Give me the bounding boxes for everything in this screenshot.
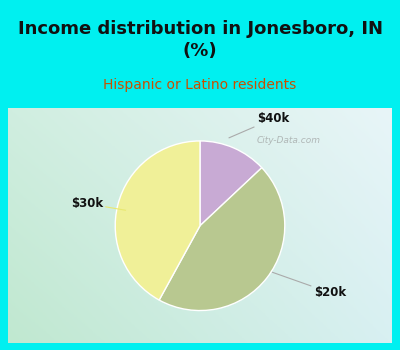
Text: Hispanic or Latino residents: Hispanic or Latino residents [103,78,297,92]
Text: $30k: $30k [71,197,126,210]
Text: City-Data.com: City-Data.com [257,136,321,146]
Text: $40k: $40k [229,112,289,138]
Wedge shape [200,141,262,226]
Wedge shape [115,141,200,300]
Text: $20k: $20k [272,272,346,299]
Text: Income distribution in Jonesboro, IN
(%): Income distribution in Jonesboro, IN (%) [18,20,382,60]
Wedge shape [159,168,285,310]
